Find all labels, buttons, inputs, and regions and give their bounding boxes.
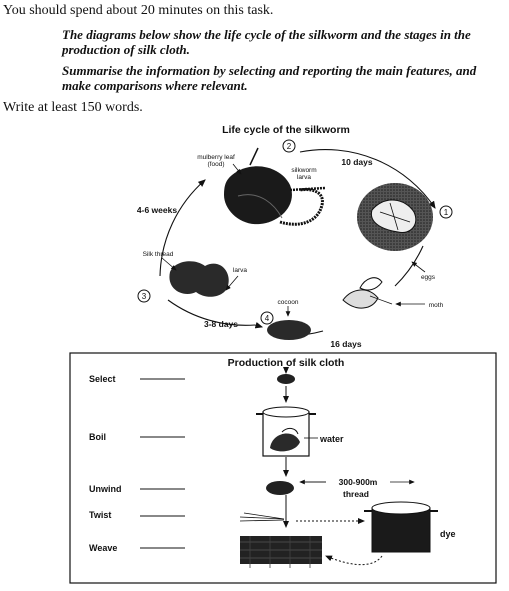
- water-label: water: [319, 434, 344, 444]
- mulberry-leaf-label: mulberry leaf: [197, 154, 235, 161]
- larva-top-label: larva: [297, 174, 311, 181]
- mulberry-leaf-illustration: [224, 147, 292, 225]
- twisted-thread-illustration: [239, 512, 285, 522]
- production-step-lines: [140, 378, 185, 549]
- step-weave-label: Weave: [89, 543, 117, 553]
- task-description: The diagrams below show the life cycle o…: [62, 27, 471, 57]
- woven-cloth-illustration: [240, 536, 322, 568]
- svg-text:4: 4: [265, 314, 270, 323]
- four-six-weeks-label: 4-6 weeks: [137, 205, 177, 215]
- production-title: Production of silk cloth: [228, 357, 345, 369]
- mulberry-leaf-pointer: [232, 163, 242, 175]
- step-boil-label: Boil: [89, 432, 106, 442]
- stage-1-marker: 1: [439, 205, 453, 219]
- eggs-label: eggs: [421, 274, 436, 281]
- step-twist-label: Twist: [89, 510, 111, 520]
- larva-spinning-illustration: [169, 261, 229, 297]
- silkworm-label: silkworm: [291, 167, 316, 174]
- dye-label: dye: [440, 529, 456, 539]
- thread-length-label: 300-900m: [339, 477, 378, 487]
- lifecycle-title: Life cycle of the silkworm: [222, 124, 350, 136]
- unwound-cocoon-icon: [266, 481, 294, 495]
- cocoon-illustration: [267, 320, 311, 340]
- word-count-instruction: Write at least 150 words.: [3, 100, 143, 115]
- food-label: (food): [208, 161, 225, 168]
- silk-thread-label: Silk thread: [143, 251, 174, 258]
- task-summary-instruction: Summarise the information by selecting a…: [62, 63, 477, 93]
- production-step-labels: Select Boil Unwind Twist Weave: [89, 374, 122, 553]
- dye-to-weave-arrow: [325, 555, 383, 566]
- svg-text:2: 2: [287, 142, 292, 151]
- stage-4-marker: 4: [260, 311, 274, 325]
- stage-2-marker: 2: [282, 139, 296, 153]
- task-instructions: The diagrams below show the life cycle o…: [62, 27, 502, 99]
- cocoon-label: cocoon: [278, 299, 299, 306]
- selected-cocoon-icon: [277, 374, 295, 384]
- svg-text:1: 1: [444, 208, 449, 217]
- stage-3-marker: 3: [137, 289, 151, 303]
- dye-pot-illustration: [364, 501, 438, 553]
- step-unwind-label: Unwind: [89, 484, 122, 494]
- three-eight-days-label: 3-8 days: [204, 319, 238, 329]
- larva-mid-label: larva: [233, 267, 247, 274]
- moth-illustration: [342, 277, 393, 309]
- intro-text: You should spend about 20 minutes on thi…: [3, 3, 274, 18]
- eggs-illustration: [357, 183, 433, 251]
- ten-days-label: 10 days: [341, 157, 372, 167]
- eggs-pointer: [411, 261, 426, 273]
- step-select-label: Select: [89, 374, 116, 384]
- moth-label: moth: [429, 302, 444, 309]
- silkworm-larva-illustration: [279, 186, 326, 226]
- production-panel: [69, 352, 497, 584]
- larva-mid-pointer: [225, 275, 239, 291]
- sixteen-days-label: 16 days: [330, 339, 361, 349]
- thread-label: thread: [343, 489, 369, 499]
- boiling-pot-illustration: [256, 406, 316, 457]
- svg-text:3: 3: [142, 292, 147, 301]
- silk-thread-pointer: [161, 257, 177, 271]
